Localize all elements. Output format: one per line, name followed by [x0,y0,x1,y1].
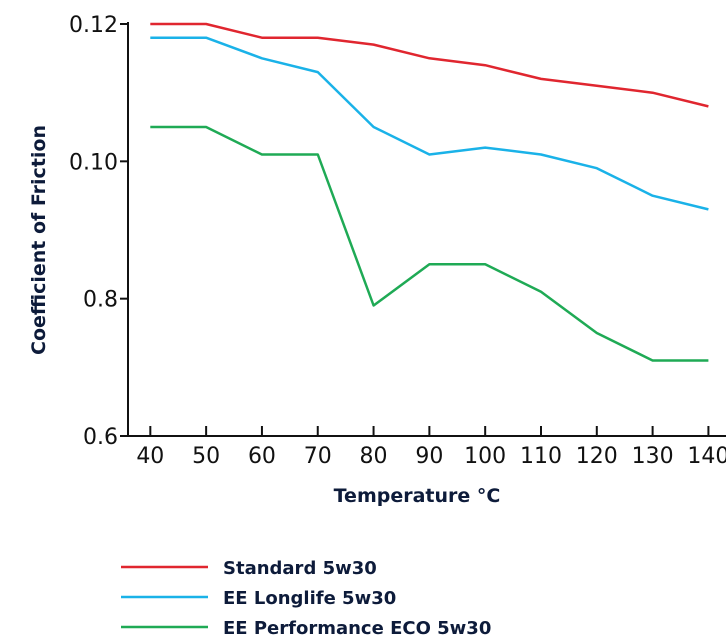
x-tick-label: 50 [192,444,220,469]
x-tick-label: 60 [248,444,276,469]
x-tick-label: 80 [360,444,388,469]
x-ticks: 40 50 60 70 80 90 100 110 120 130 140 [136,426,726,469]
y-axis-title: Coefficient of Friction [28,125,50,355]
series-line-2 [150,38,708,210]
series-line-1 [150,24,708,106]
x-tick-label: 40 [136,444,164,469]
x-tick-label: 120 [576,444,618,469]
series-lines [150,24,708,361]
x-tick-label: 140 [687,444,726,469]
y-tick-label: 0.10 [69,150,118,175]
x-tick-label: 90 [415,444,443,469]
x-tick-label: 130 [632,444,674,469]
legend: Standard 5w30 EE Longlife 5w30 EE Performa… [121,558,491,639]
y-tick-label: 0.8 [83,288,118,313]
legend-label: Standard 5w30 [223,558,377,579]
series-line-3 [150,127,708,361]
x-tick-label: 70 [304,444,332,469]
x-tick-label: 100 [464,444,506,469]
y-ticks: 0.6 0.8 0.10 0.12 [69,13,128,450]
y-tick-label: 0.12 [69,13,118,38]
x-tick-label: 110 [520,444,562,469]
x-axis-title: Temperature °C [334,485,501,507]
legend-label: EE Longlife 5w30 [223,588,396,609]
axes [128,22,726,436]
legend-label: EE Performance ECO 5w30 [223,618,491,639]
y-tick-label: 0.6 [83,425,118,450]
